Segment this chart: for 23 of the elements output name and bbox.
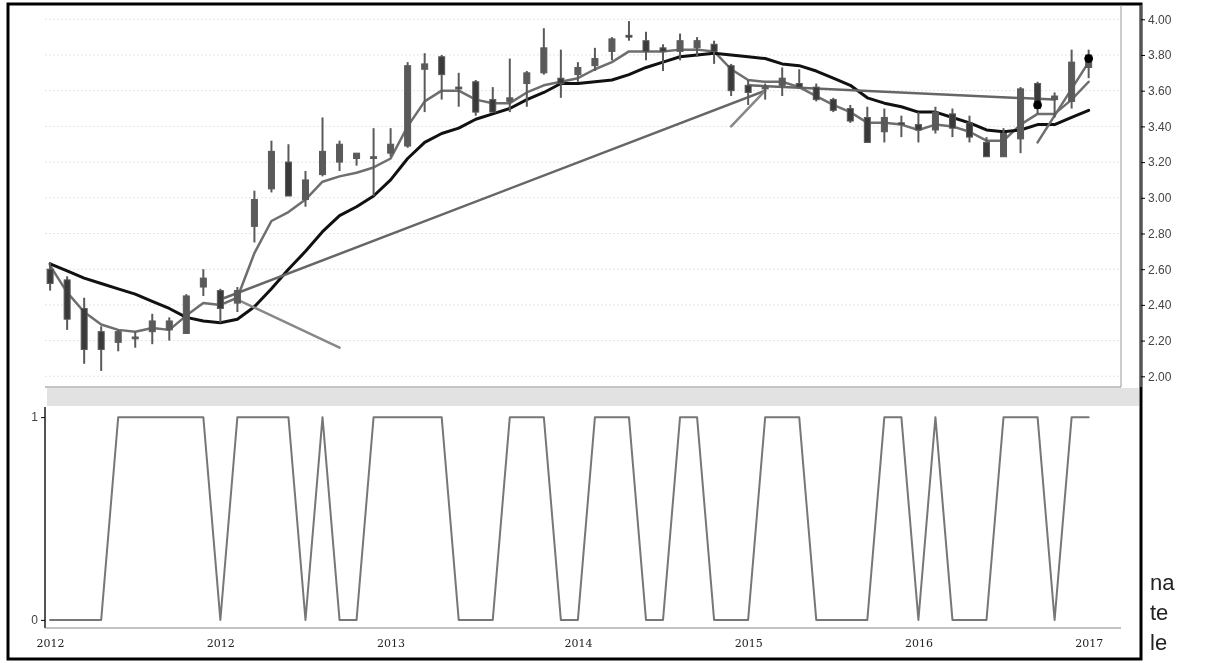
x-tick-label: 2017 [1075, 637, 1104, 650]
x-tick-label: 2013 [377, 637, 406, 650]
x-tick-label: 2016 [904, 637, 933, 650]
y-tick-label: 2.80 [1148, 226, 1172, 241]
x-tick-label: 2012 [36, 637, 65, 650]
x-tick-label: 2012 [206, 637, 235, 650]
text: le [1150, 630, 1168, 655]
y-tick-label: 3.40 [1148, 119, 1172, 134]
y-tick-label: 3.20 [1148, 155, 1172, 170]
y-tick-label: 2.20 [1148, 333, 1172, 348]
text: na [1150, 570, 1176, 595]
y-tick-label: 2.60 [1148, 262, 1172, 277]
y-tick-label: 1 [31, 410, 39, 425]
y-tick-label: 3.60 [1148, 84, 1172, 99]
y-tick-label: 0 [31, 613, 39, 628]
y-tick-label: 2.40 [1148, 298, 1172, 313]
x-tick-label: 2014 [564, 637, 593, 650]
y-tick-label: 4.00 [1148, 12, 1172, 27]
y-tick-label: 3.80 [1148, 48, 1172, 63]
y-tick-label: 2.00 [1148, 369, 1172, 384]
text: te [1150, 600, 1169, 625]
x-tick-label: 2015 [734, 637, 763, 650]
y-tick-label: 3.00 [1148, 191, 1172, 206]
